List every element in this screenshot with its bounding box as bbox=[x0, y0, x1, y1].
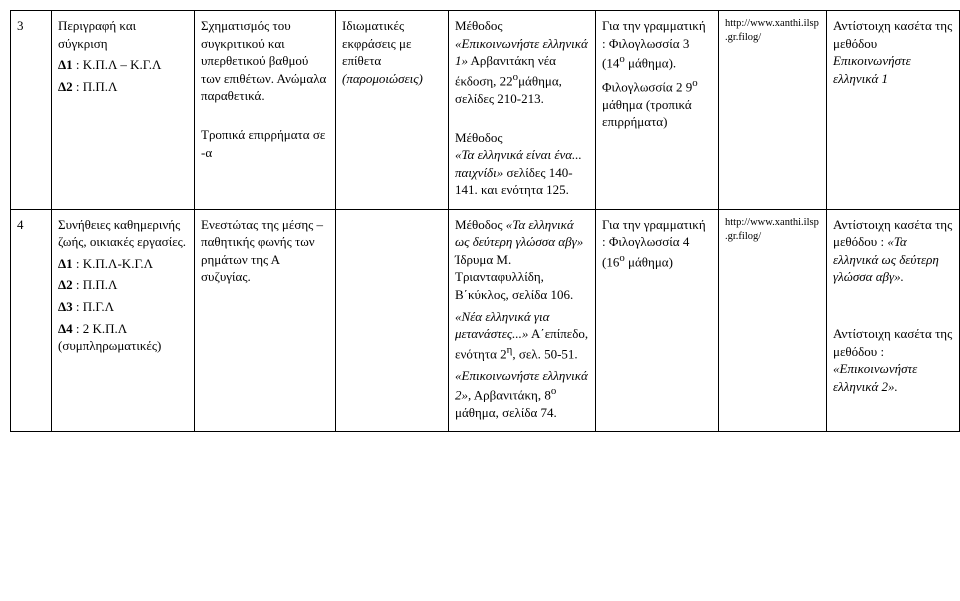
text: μάθημα, σελίδα 74. bbox=[455, 405, 557, 420]
text: Ιδιωματικές εκφράσεις με επίθετα bbox=[342, 18, 412, 68]
cell-method: Μέθοδος «Επικοινωνήστε ελληνικά 1» Αρβαν… bbox=[449, 11, 596, 210]
text: Ίδρυμα Μ. Τριανταφυλλίδη, Β΄κύκλος, σελί… bbox=[455, 252, 573, 302]
cell-grammar-ref: Για την γραμματική : Φιλογλωσσία 3 (14ο … bbox=[596, 11, 719, 210]
text: Μέθοδος bbox=[455, 130, 503, 145]
row-number: 3 bbox=[11, 11, 52, 210]
text: , σελ. 50-51. bbox=[512, 346, 577, 361]
cell-grammar: Ενεστώτας της μέσης – παθητικής φωνής τω… bbox=[195, 209, 336, 432]
cell-url: http://www.xanthi.ilsp.gr.filog/ bbox=[719, 11, 827, 210]
text: Τροπικά επιρρήματα σε -α bbox=[201, 126, 329, 161]
cell-grammar-ref: Για την γραμματική : Φιλογλωσσία 4 (16ο … bbox=[596, 209, 719, 432]
superscript: ο bbox=[551, 385, 556, 397]
curriculum-table: 3 Περιγραφή και σύγκριση Δ1 : Κ.Π.Λ – Κ.… bbox=[10, 10, 960, 432]
text: μάθημα (τροπικά επιρρήματα) bbox=[602, 97, 692, 130]
text: Συνήθειες καθημερινής ζωής, οικιακές εργ… bbox=[58, 216, 188, 251]
text: : Κ.Π.Λ-Κ.Γ.Λ bbox=[73, 256, 153, 271]
cell-cassette: Αντίστοιχη κασέτα της μεθόδου Επικοινωνή… bbox=[827, 11, 960, 210]
text-italic: Επικοινωνήστε ελληνικά 1 bbox=[833, 53, 911, 86]
text: : Π.Π.Λ bbox=[73, 79, 118, 94]
cell-idioms bbox=[336, 209, 449, 432]
text: : Π.Γ.Λ bbox=[73, 299, 114, 314]
cell-description: Περιγραφή και σύγκριση Δ1 : Κ.Π.Λ – Κ.Γ.… bbox=[52, 11, 195, 210]
cell-description: Συνήθειες καθημερινής ζωής, οικιακές εργ… bbox=[52, 209, 195, 432]
text: Αρβανιτάκη, 8 bbox=[471, 387, 551, 402]
row-number: 4 bbox=[11, 209, 52, 432]
cell-method: Μέθοδος «Τα ελληνικά ως δεύτερη γλώσσα α… bbox=[449, 209, 596, 432]
table-row: 3 Περιγραφή και σύγκριση Δ1 : Κ.Π.Λ – Κ.… bbox=[11, 11, 960, 210]
text: Αντίστοιχη κασέτα της μεθόδου bbox=[833, 18, 952, 51]
text: Μέθοδος bbox=[455, 18, 503, 33]
text: Μέθοδος bbox=[455, 217, 506, 232]
text: Περιγραφή και σύγκριση bbox=[58, 18, 136, 51]
cell-idioms: Ιδιωματικές εκφράσεις με επίθετα (παρομο… bbox=[336, 11, 449, 210]
text-italic: «Επικοινωνήστε ελληνικά 2». bbox=[833, 361, 917, 394]
text-bold: Δ2 bbox=[58, 79, 73, 94]
text: Αντίστοιχη κασέτα της μεθόδου : bbox=[833, 326, 952, 359]
cell-grammar: Σχηματισμός του συγκριτικού και υπερθετι… bbox=[195, 11, 336, 210]
text-bold: Δ2 bbox=[58, 277, 73, 292]
cell-cassette: Αντίστοιχη κασέτα της μεθόδου : «Τα ελλη… bbox=[827, 209, 960, 432]
text: Σχηματισμός του συγκριτικού και υπερθετι… bbox=[201, 17, 329, 105]
text-bold: Δ3 bbox=[58, 299, 73, 314]
superscript: ο bbox=[692, 77, 697, 89]
text-bold: Δ1 bbox=[58, 57, 73, 72]
text-bold: Δ4 bbox=[58, 321, 73, 336]
text: μάθημα). bbox=[625, 55, 676, 70]
cell-url: http://www.xanthi.ilsp.gr.filog/ bbox=[719, 209, 827, 432]
table-row: 4 Συνήθειες καθημερινής ζωής, οικιακές ε… bbox=[11, 209, 960, 432]
text-bold: Δ1 bbox=[58, 256, 73, 271]
text: : Π.Π.Λ bbox=[73, 277, 118, 292]
text: Φιλογλωσσία 2 9 bbox=[602, 79, 692, 94]
text: μάθημα) bbox=[625, 254, 673, 269]
text: : 2 Κ.Π.Λ (συμπληρωματικές) bbox=[58, 321, 161, 354]
text-italic: (παρομοιώσεις) bbox=[342, 71, 423, 86]
text: : Κ.Π.Λ – Κ.Γ.Λ bbox=[73, 57, 162, 72]
